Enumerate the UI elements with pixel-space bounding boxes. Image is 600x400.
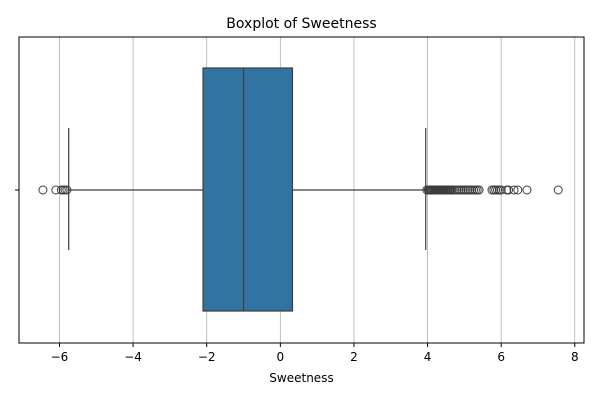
x-tick-label: 4 bbox=[424, 350, 432, 364]
outlier-point bbox=[62, 185, 72, 195]
outlier-point bbox=[474, 185, 484, 195]
x-axis-ticks: −6 −4 −2 0 2 4 6 8 bbox=[15, 189, 579, 364]
chart-title: Boxplot of Sweetness bbox=[226, 16, 376, 32]
x-axis-title: Sweetness bbox=[269, 371, 333, 385]
iqr-box bbox=[202, 67, 294, 312]
outlier-point bbox=[504, 185, 514, 195]
x-tick-label: −6 bbox=[51, 350, 69, 364]
outlier-point bbox=[496, 185, 506, 195]
x-tick-label: −4 bbox=[124, 350, 142, 364]
outlier-point bbox=[522, 185, 532, 195]
x-tick-label: −2 bbox=[198, 350, 216, 364]
x-tick-label: 0 bbox=[277, 350, 285, 364]
outlier-point bbox=[553, 185, 563, 195]
plot-area bbox=[38, 67, 563, 312]
outlier-point bbox=[51, 185, 61, 195]
x-tick-label: 8 bbox=[571, 350, 579, 364]
outlier-point bbox=[513, 185, 523, 195]
x-tick-label: 2 bbox=[350, 350, 358, 364]
outlier-point bbox=[509, 185, 519, 195]
x-tick-label: 6 bbox=[497, 350, 505, 364]
outlier-point bbox=[38, 185, 48, 195]
